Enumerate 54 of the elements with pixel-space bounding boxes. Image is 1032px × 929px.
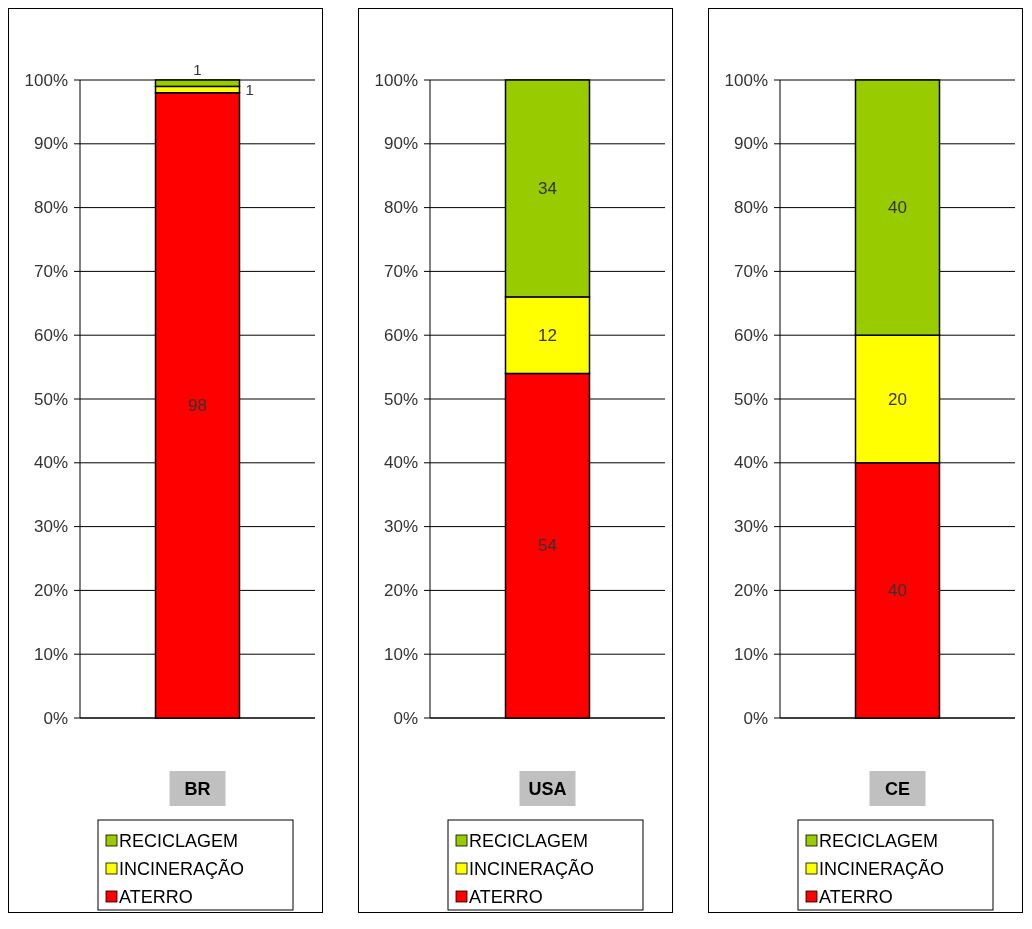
data-label: 12 <box>538 325 557 345</box>
y-tick-label: 50% <box>733 389 768 409</box>
y-tick-label: 60% <box>33 325 68 345</box>
y-tick-label: 0% <box>393 708 418 728</box>
y-tick-label: 70% <box>33 261 68 281</box>
y-tick-label: 10% <box>383 644 418 664</box>
y-tick-label: 90% <box>33 134 68 154</box>
data-label: 34 <box>538 178 557 198</box>
data-label: 20 <box>888 389 907 409</box>
y-tick-label: 90% <box>383 134 418 154</box>
data-label: 1 <box>193 60 202 78</box>
y-tick-label: 30% <box>733 517 768 537</box>
legend-label: ATERRO <box>469 887 543 907</box>
legend-label: RECICLAGEM <box>469 831 589 851</box>
legend-label: INCINERAÇÃO <box>819 858 945 879</box>
y-tick-label: 40% <box>33 453 68 473</box>
y-tick-label: 50% <box>33 389 68 409</box>
y-tick-label: 60% <box>733 325 768 345</box>
y-tick-label: 80% <box>383 198 418 218</box>
y-tick-label: 10% <box>733 644 768 664</box>
legend-label: ATERRO <box>119 887 193 907</box>
x-tick-label: USA <box>528 779 567 799</box>
y-tick-label: 100% <box>724 70 768 90</box>
legend-label: INCINERAÇÃO <box>119 858 245 879</box>
y-tick-label: 80% <box>33 198 68 218</box>
y-tick-label: 20% <box>33 580 68 600</box>
y-tick-label: 20% <box>733 580 768 600</box>
legend-label: RECICLAGEM <box>119 831 239 851</box>
y-tick-label: 40% <box>383 453 418 473</box>
y-tick-label: 100% <box>24 70 68 90</box>
y-tick-label: 70% <box>733 261 768 281</box>
data-label: 98 <box>188 395 207 415</box>
y-tick-label: 40% <box>733 453 768 473</box>
y-tick-label: 100% <box>374 70 418 90</box>
y-tick-label: 0% <box>43 708 68 728</box>
y-tick-label: 70% <box>383 261 418 281</box>
data-label: 40 <box>888 580 907 600</box>
data-label: 1 <box>245 80 254 98</box>
legend-label: RECICLAGEM <box>819 831 939 851</box>
y-tick-label: 50% <box>383 389 418 409</box>
x-tick-label: CE <box>884 779 911 799</box>
legend-label: INCINERAÇÃO <box>469 858 595 879</box>
legend-label: ATERRO <box>819 887 893 907</box>
y-tick-label: 90% <box>733 134 768 154</box>
x-tick-label: BR <box>184 779 211 799</box>
y-tick-label: 0% <box>743 708 768 728</box>
y-tick-label: 60% <box>383 325 418 345</box>
y-tick-label: 10% <box>33 644 68 664</box>
y-tick-label: 30% <box>33 517 68 537</box>
y-tick-label: 20% <box>383 580 418 600</box>
data-label: 54 <box>538 536 557 556</box>
y-tick-label: 30% <box>383 517 418 537</box>
y-tick-label: 80% <box>733 198 768 218</box>
data-label: 40 <box>888 198 907 218</box>
